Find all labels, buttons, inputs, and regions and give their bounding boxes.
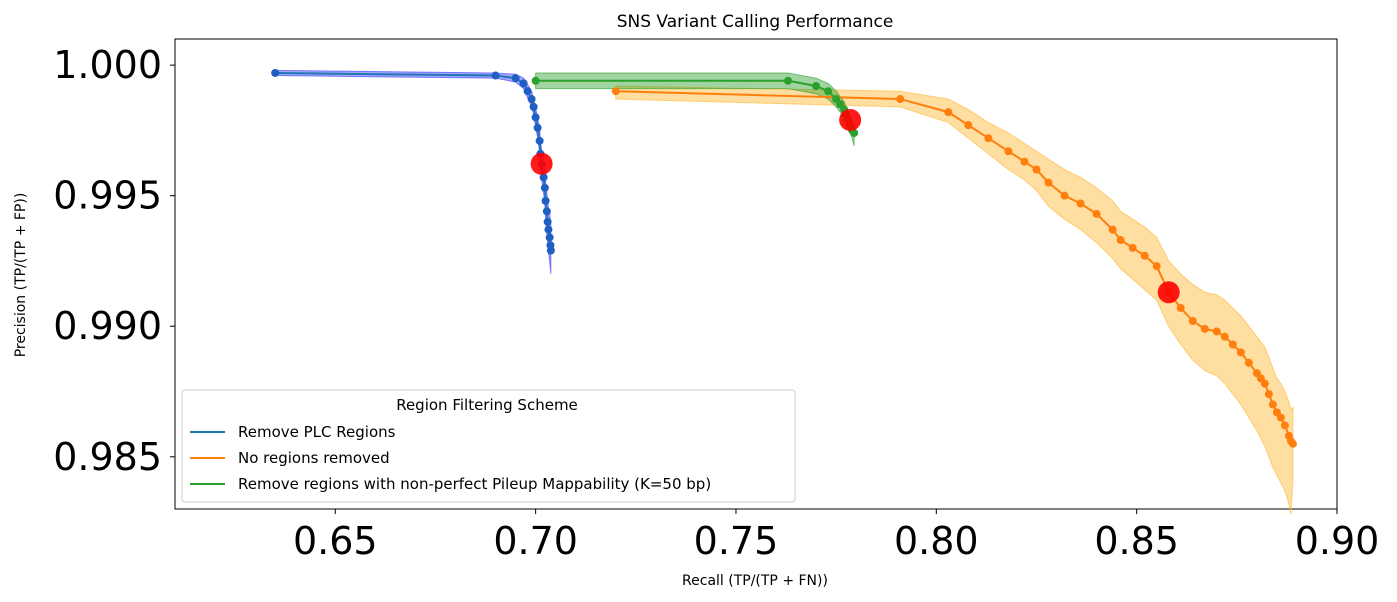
data-point bbox=[527, 95, 536, 104]
legend: Region Filtering Scheme Remove PLC Regio… bbox=[181, 389, 796, 503]
data-point bbox=[531, 76, 540, 85]
x-axis-label: Recall (TP/(TP + FN)) bbox=[682, 573, 828, 589]
y-axis-ticks: 0.985 0.990 0.995 1.000 bbox=[53, 43, 175, 479]
data-point bbox=[1140, 251, 1149, 260]
data-point bbox=[984, 134, 993, 143]
data-point bbox=[1260, 379, 1269, 388]
data-point bbox=[812, 82, 821, 90]
legend-entry-label: Remove regions with non-perfect Pileup M… bbox=[238, 475, 711, 493]
data-point bbox=[1264, 390, 1273, 399]
data-point bbox=[784, 76, 793, 85]
data-point bbox=[1244, 358, 1253, 367]
y-tick-label: 0.985 bbox=[53, 435, 162, 479]
data-point bbox=[1288, 439, 1297, 448]
data-point bbox=[491, 71, 500, 80]
highlight-point-1 bbox=[1157, 281, 1180, 304]
data-point bbox=[1092, 209, 1101, 218]
data-point bbox=[1020, 157, 1029, 166]
highlight-point-0 bbox=[530, 152, 553, 175]
legend-entry-label: No regions removed bbox=[238, 449, 390, 467]
x-axis-ticks: 0.65 0.70 0.75 0.80 0.85 0.90 bbox=[293, 509, 1379, 563]
data-point bbox=[544, 225, 553, 234]
x-tick-label: 0.70 bbox=[493, 519, 578, 563]
data-point bbox=[1268, 400, 1277, 409]
data-point bbox=[1060, 191, 1069, 200]
series-line-0 bbox=[275, 71, 552, 251]
data-point bbox=[519, 79, 528, 88]
data-point bbox=[1004, 147, 1013, 156]
chart-title: SNS Variant Calling Performance bbox=[617, 12, 894, 32]
data-point bbox=[535, 136, 544, 145]
data-point bbox=[511, 74, 520, 83]
legend-box bbox=[181, 389, 796, 503]
data-point bbox=[964, 121, 973, 130]
data-point bbox=[1116, 236, 1125, 245]
data-point bbox=[1276, 413, 1285, 422]
data-point bbox=[850, 129, 859, 137]
confidence-band-1 bbox=[615, 85, 1294, 515]
data-point bbox=[533, 123, 542, 132]
data-point bbox=[543, 217, 552, 226]
y-tick-label: 1.000 bbox=[53, 43, 162, 87]
data-point bbox=[523, 87, 532, 96]
data-point bbox=[1212, 327, 1221, 336]
data-point bbox=[1044, 178, 1053, 187]
data-point bbox=[1200, 324, 1209, 333]
data-point bbox=[541, 196, 550, 205]
y-axis-label: Precision (TP/(TP + FP)) bbox=[13, 193, 29, 358]
data-point bbox=[896, 95, 905, 104]
data-point bbox=[1236, 348, 1245, 357]
legend-entry-label: Remove PLC Regions bbox=[238, 423, 396, 441]
plot-frame bbox=[174, 38, 1338, 510]
x-tick-label: 0.90 bbox=[1295, 519, 1380, 563]
data-point bbox=[542, 207, 551, 216]
data-point bbox=[1188, 317, 1197, 325]
data-point bbox=[1032, 165, 1041, 174]
plot-area bbox=[174, 38, 1338, 510]
data-point bbox=[531, 113, 540, 122]
data-point bbox=[1108, 225, 1117, 234]
data-point bbox=[1220, 332, 1229, 341]
legend-items: Remove PLC Regions No regions removed Remo… bbox=[190, 423, 711, 493]
data-point bbox=[271, 68, 280, 77]
x-tick-label: 0.75 bbox=[694, 519, 779, 563]
data-point bbox=[824, 87, 833, 96]
legend-title: Region Filtering Scheme bbox=[396, 396, 578, 414]
data-point bbox=[944, 108, 953, 117]
data-point bbox=[611, 87, 620, 96]
data-point bbox=[1076, 199, 1085, 208]
x-tick-label: 0.65 bbox=[293, 519, 378, 563]
x-tick-label: 0.80 bbox=[894, 519, 979, 563]
data-point bbox=[1280, 421, 1289, 430]
highlight-points bbox=[530, 108, 1180, 304]
data-point bbox=[546, 246, 555, 255]
confidence-band-0 bbox=[274, 69, 552, 275]
data-point bbox=[1128, 243, 1137, 252]
data-point bbox=[539, 173, 548, 182]
highlight-point-2 bbox=[839, 108, 862, 131]
data-point bbox=[529, 102, 538, 111]
y-tick-label: 0.990 bbox=[53, 304, 162, 348]
data-point bbox=[545, 233, 554, 242]
data-point bbox=[1228, 340, 1237, 349]
x-tick-label: 0.85 bbox=[1094, 519, 1179, 563]
y-tick-label: 0.995 bbox=[53, 174, 162, 218]
data-point bbox=[1152, 262, 1161, 271]
data-point bbox=[540, 183, 549, 192]
data-point bbox=[1176, 303, 1185, 312]
